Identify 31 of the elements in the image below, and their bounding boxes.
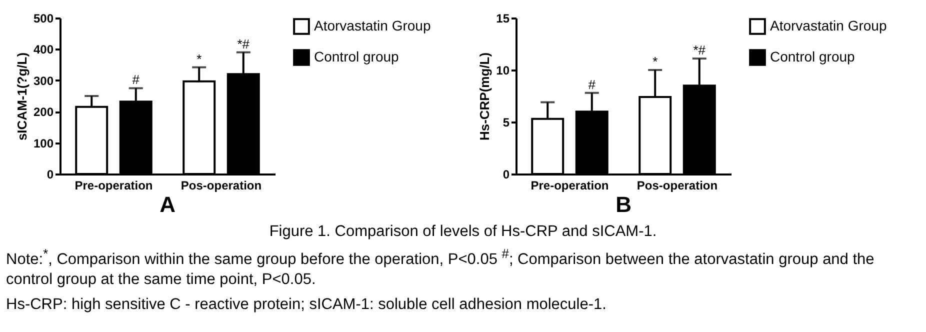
y-tick-label: 300 [33,74,54,88]
y-tick-label: 200 [33,105,54,120]
text: A [160,192,176,217]
y-axis-title: sICAM-1(?g/L) [14,52,30,141]
caption: Figure 1. Comparison of levels of Hs-CRP and sICAM-1. [268,222,658,242]
text: Hs-CRP: high sensitive C - reactive protein; sICAM-1: soluble cell adhesion molecule-1. [6,294,608,315]
x-tick-label: Pre-operation [530,178,609,192]
data-label: *# [693,42,706,58]
data-label: *# [237,36,250,52]
y-tick-label: 5 [502,116,510,130]
y-axis-title: Hs-CRP(mg/L) [477,52,492,141]
data-label: * [652,54,658,69]
legend-label: Control group [770,48,856,64]
x-tick-label: Pre-operation [74,178,153,192]
x-tick-label: Pos-operation [636,178,718,192]
y-tick-label: 100 [33,136,54,150]
legend-label: Atorvastatin Group [314,18,431,34]
y-tick-label: 10 [496,64,510,78]
legend-label: Atorvastatin Group [770,18,887,34]
data-label: * [196,51,202,66]
text: B [616,192,632,217]
data-label: # [132,72,140,88]
y-tick-label: 500 [33,12,54,26]
data-label: # [588,76,596,92]
legend-label: Control group [314,48,400,64]
text: Note:$^{*}$, Comparison within the same group before the operation, P<0.05 $^{#}$; Comparison between the atorvastatin group and the control group at the same time point, P<0.05. [6,246,874,288]
y-tick-label: 0 [46,168,54,182]
y-tick-label: 15 [496,12,510,26]
x-tick-label: Pos-operation [180,178,262,192]
y-tick-label: 0 [502,168,510,182]
y-tick-label: 400 [33,42,54,57]
